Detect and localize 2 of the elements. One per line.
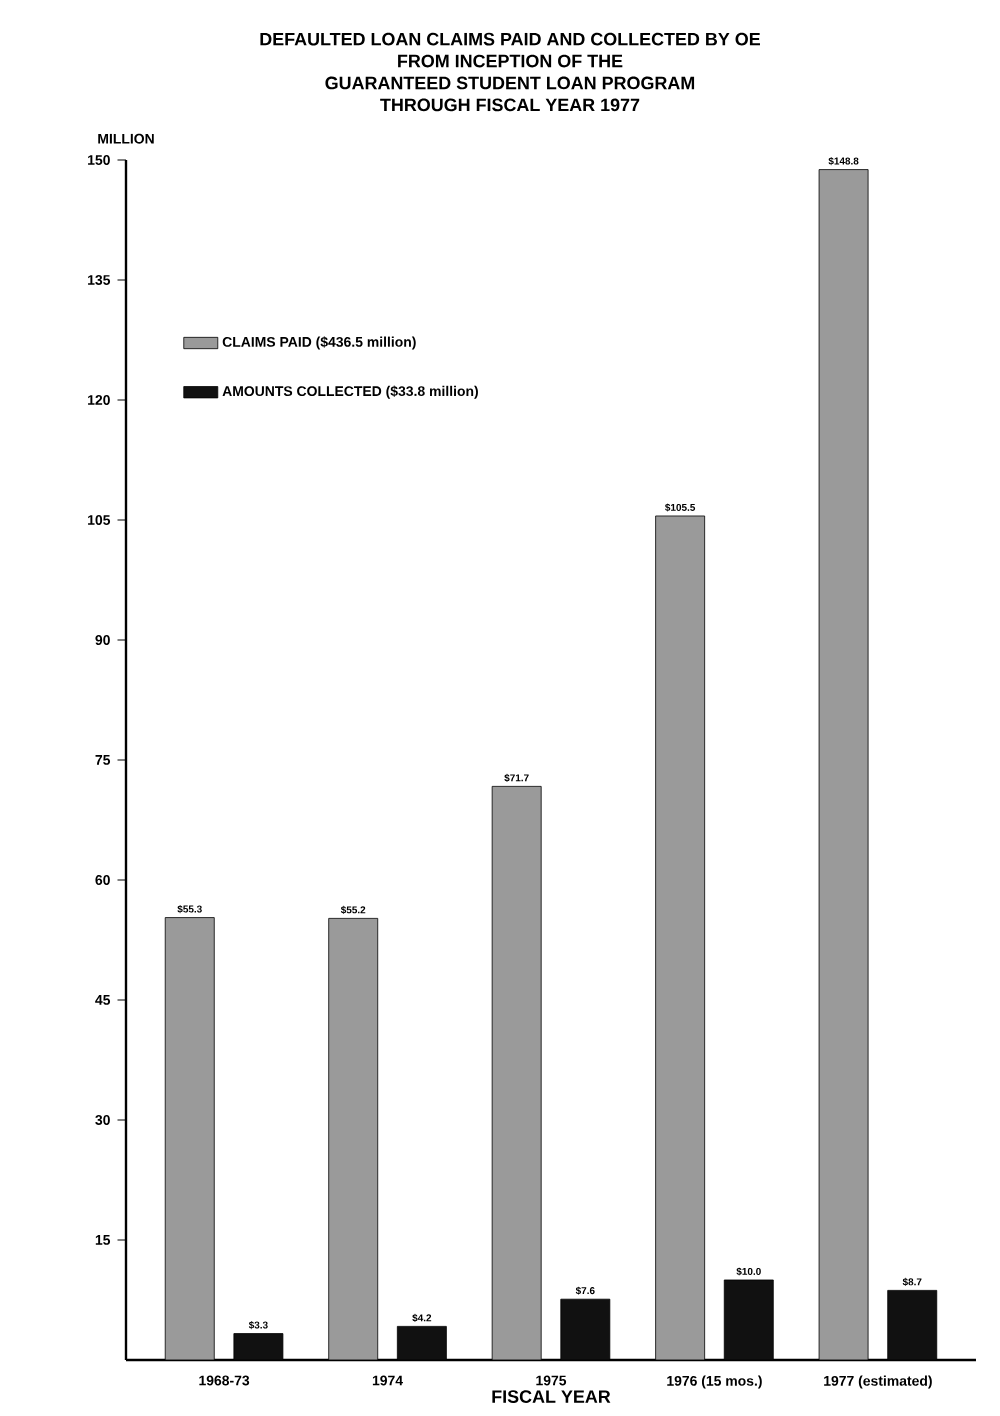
chart-title: DEFAULTED LOAN CLAIMS PAID AND COLLECTED BY OE FROM INCEPTION OF THE GUARANTEED STUDENT LOAN PROGRAM THROUGH FISCAL YEAR 1977 — [260, 32, 760, 112]
x-axis-title: FISCAL YEAR — [492, 1390, 611, 1403]
